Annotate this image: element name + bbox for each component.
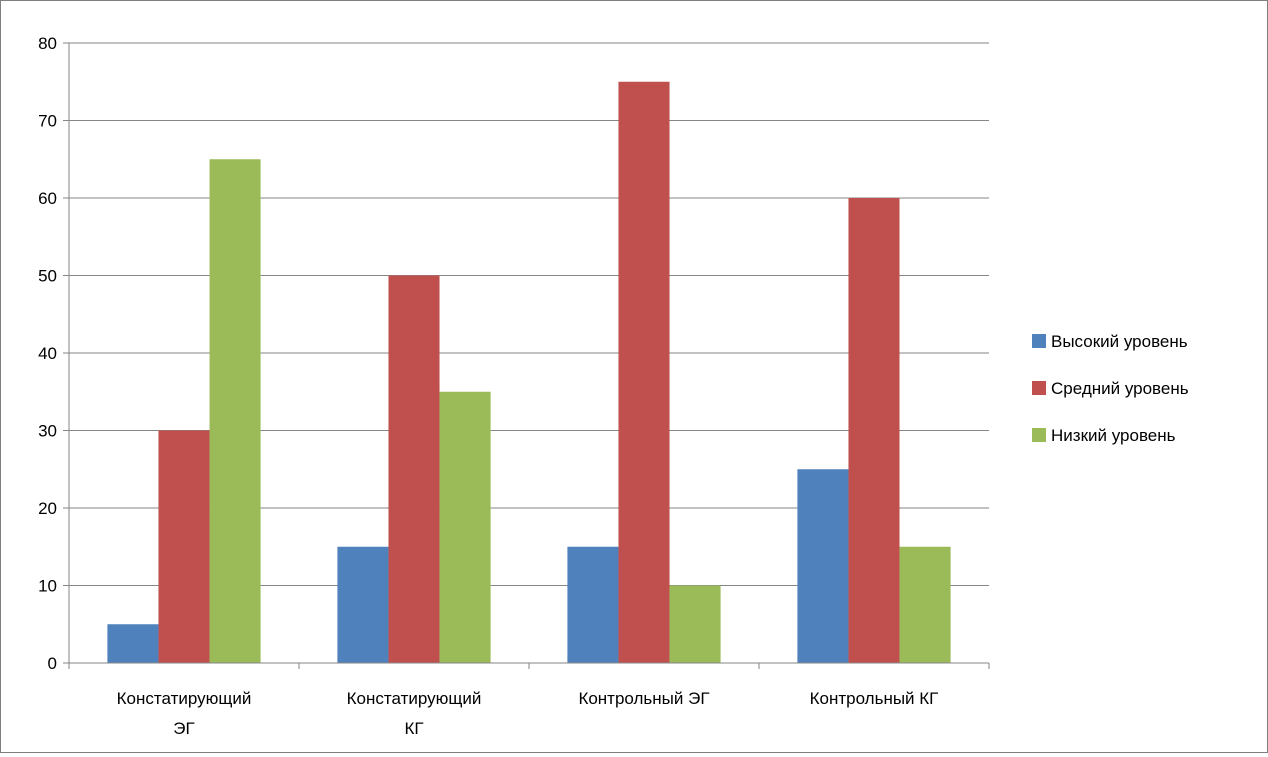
bar-3-2 [439,391,491,663]
bar-1-3 [567,546,619,663]
bar-1-1 [107,624,159,663]
y-tick-label: 80 [38,34,57,53]
y-tick-label: 0 [48,654,57,673]
x-tick-label: Контрольный ЭГ [578,689,709,708]
legend-label: Средний уровень [1051,379,1189,398]
legend-label: Высокий уровень [1051,332,1188,351]
legend-swatch [1032,428,1046,442]
y-tick-label: 10 [38,577,57,596]
legend-swatch [1032,334,1046,348]
x-tick-label: КГ [404,719,423,738]
bar-3-4 [899,546,951,663]
bar-2-2 [388,275,440,663]
y-tick-labels: 0 10 20 30 40 50 60 70 80 [38,34,57,673]
axes [63,42,990,669]
bar-2-1 [158,430,210,663]
bar-3-1 [209,159,261,663]
y-tick-label: 70 [38,112,57,131]
legend-label: Низкий уровень [1051,426,1176,445]
x-tick-label: Констатирующий [347,689,482,708]
legend: Высокий уровень Средний уровень Низкий уро… [1032,332,1189,445]
y-tick-label: 40 [38,344,57,363]
bar-1-4 [797,469,849,663]
y-tick-label: 60 [38,189,57,208]
x-tick-labels: Констатирующий ЭГ Констатирующий КГ Контроль… [117,689,939,738]
x-tick-label: ЭГ [173,719,194,738]
bars [107,81,951,663]
y-tick-label: 20 [38,499,57,518]
bar-3-3 [669,585,721,663]
bar-2-3 [618,81,670,663]
bar-2-4 [848,198,900,663]
y-tick-label: 50 [38,267,57,286]
legend-swatch [1032,381,1046,395]
x-tick-label: Констатирующий [117,689,252,708]
x-tick-label: Контрольный КГ [810,689,939,708]
y-tick-label: 30 [38,422,57,441]
bar-1-2 [337,546,389,663]
